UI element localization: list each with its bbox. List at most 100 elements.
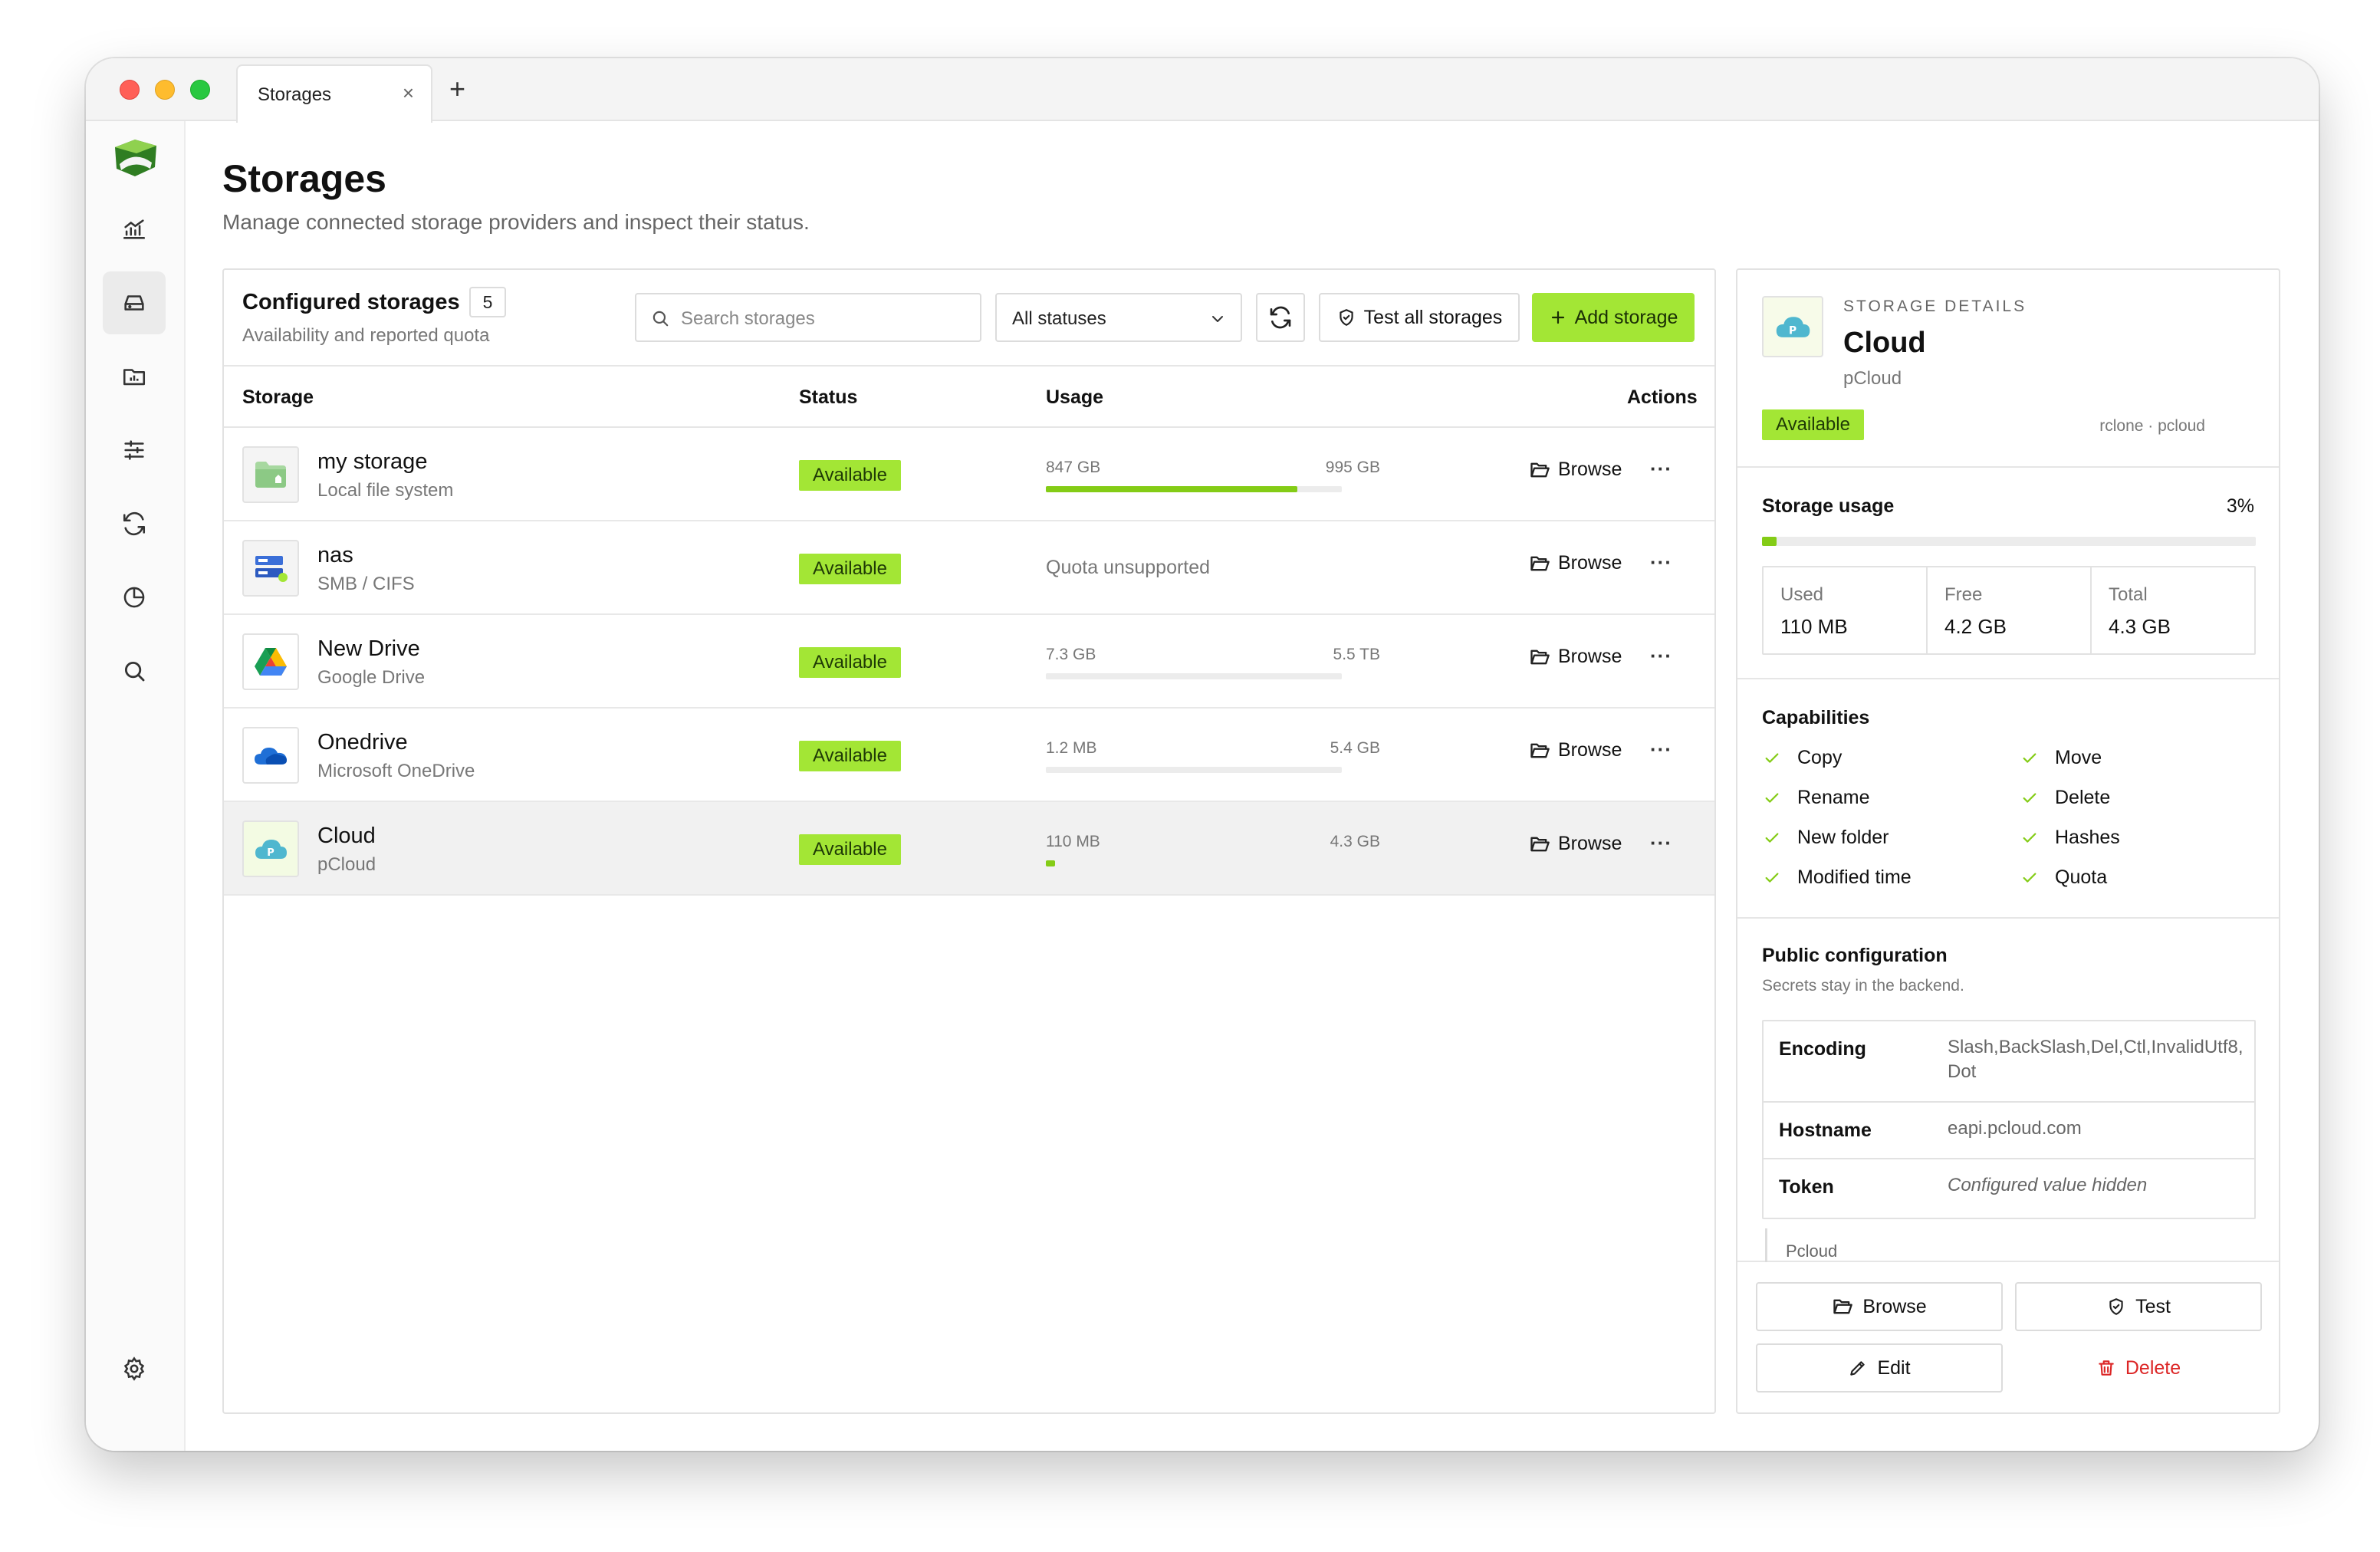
nav-storages[interactable] (103, 271, 166, 334)
usage-bar-fill (1046, 486, 1298, 492)
status-badge: Available (799, 647, 901, 678)
smb-server-icon (255, 556, 288, 582)
stat-value: 110 MB (1780, 615, 1848, 638)
table-row[interactable]: Onedrive Microsoft OneDrive Available 1.… (224, 709, 1714, 802)
storage-name[interactable]: Onedrive (317, 730, 408, 755)
more-actions-icon[interactable]: ··· (1650, 644, 1672, 667)
pie-chart-icon (123, 587, 145, 608)
check-icon (2023, 832, 2036, 843)
details-test-label: Test (2135, 1295, 2171, 1317)
trash-icon (2099, 1360, 2114, 1376)
column-storage: Storage (242, 386, 314, 408)
tab-close-icon[interactable]: × (402, 81, 414, 104)
details-storage-name: Cloud (1843, 327, 1926, 359)
nav-search[interactable] (103, 640, 166, 702)
browse-button[interactable]: Browse (1529, 459, 1622, 481)
nav-sync[interactable] (103, 492, 166, 555)
browse-button[interactable]: Browse (1529, 552, 1622, 574)
storage-icon-box (242, 727, 299, 784)
storage-type: Local file system (317, 480, 454, 501)
check-icon (1765, 872, 1779, 883)
test-all-storages-button[interactable]: Test all storages (1319, 293, 1520, 342)
close-window-button[interactable] (120, 80, 140, 100)
stat-value: 4.3 GB (2109, 615, 2171, 638)
storage-name[interactable]: nas (317, 543, 353, 567)
usage-used: 1.2 MB (1046, 739, 1097, 757)
capability-label: Move (2055, 747, 2102, 768)
status-filter-select[interactable]: All statuses (995, 293, 1242, 342)
stat-free: Free 4.2 GB (1928, 567, 2092, 653)
nav-activity[interactable] (103, 198, 166, 261)
browse-button[interactable]: Browse (1529, 646, 1622, 668)
browse-button[interactable]: Browse (1529, 833, 1622, 855)
new-tab-button[interactable]: + (449, 73, 466, 104)
folder-open-icon (1530, 462, 1550, 477)
more-actions-icon[interactable]: ··· (1650, 551, 1672, 574)
table-row[interactable]: nas SMB / CIFS Available Quota unsupport… (224, 521, 1714, 615)
pcloud-icon: P (255, 840, 287, 859)
app-window: Storages × + (86, 58, 2319, 1451)
table-row-selected[interactable]: P Cloud pCloud Available 110 MB 4.3 GB B… (224, 802, 1714, 896)
capability-label: Delete (2055, 787, 2111, 808)
storage-name[interactable]: my storage (317, 449, 428, 474)
usage-total: 995 GB (1325, 459, 1380, 476)
config-value: Configured value hidden (1948, 1175, 2148, 1195)
usage-used: 110 MB (1046, 833, 1100, 850)
svg-text:P: P (267, 847, 274, 859)
test-all-label: Test all storages (1363, 306, 1503, 328)
more-actions-icon[interactable]: ··· (1650, 831, 1672, 854)
sliders-icon (124, 440, 144, 460)
browse-button[interactable]: Browse (1529, 739, 1622, 761)
details-browse-button[interactable]: Browse (1756, 1282, 2003, 1331)
config-row: Encoding Slash,BackSlash,Del,Ctl,Invalid… (1764, 1021, 2254, 1103)
local-folder-icon (255, 462, 286, 488)
svg-text:P: P (1789, 325, 1797, 337)
storage-name[interactable]: New Drive (317, 636, 420, 661)
storage-name[interactable]: Cloud (317, 824, 376, 848)
more-actions-icon[interactable]: ··· (1650, 457, 1672, 480)
usage-bar (1046, 767, 1342, 773)
check-icon (1765, 792, 1779, 803)
usage-bar (1046, 860, 1342, 866)
usage-bar (1046, 673, 1342, 679)
folder-open-icon (1530, 649, 1550, 664)
nav-settings[interactable] (103, 1337, 166, 1400)
browse-label: Browse (1558, 739, 1622, 761)
folder-open-icon (1530, 556, 1550, 570)
config-subtitle: Secrets stay in the backend. (1762, 977, 1964, 995)
tab-storages[interactable]: Storages × (236, 64, 432, 123)
capability-label: Hashes (2055, 827, 2120, 848)
details-delete-button[interactable]: Delete (2015, 1343, 2262, 1393)
details-edit-button[interactable]: Edit (1756, 1343, 2003, 1393)
stat-used: Used 110 MB (1764, 567, 1928, 653)
app-logo[interactable] (112, 136, 159, 183)
sidebar (86, 121, 186, 1451)
sync-icon (123, 511, 146, 536)
table-row[interactable]: my storage Local file system Available 8… (224, 428, 1714, 521)
maximize-window-button[interactable] (190, 80, 210, 100)
config-key: Token (1779, 1176, 1834, 1198)
table-row[interactable]: New Drive Google Drive Available 7.3 GB … (224, 615, 1714, 709)
more-actions-icon[interactable]: ··· (1650, 738, 1672, 761)
capability-item: Hashes (2021, 827, 2120, 849)
search-icon (653, 311, 669, 327)
add-storage-button[interactable]: Add storage (1532, 293, 1695, 342)
nav-settings-sliders[interactable] (103, 419, 166, 482)
config-row: Hostname eapi.pcloud.com (1764, 1103, 2254, 1159)
details-test-button[interactable]: Test (2015, 1282, 2262, 1331)
usage-total: 5.5 TB (1333, 646, 1380, 663)
browse-label: Browse (1558, 646, 1622, 667)
config-row: Token Configured value hidden (1764, 1159, 2254, 1218)
capability-item: Rename (1764, 787, 1870, 809)
nav-files[interactable] (103, 345, 166, 408)
usage-used: 7.3 GB (1046, 646, 1096, 663)
capability-label: Rename (1797, 787, 1870, 808)
minimize-window-button[interactable] (155, 80, 175, 100)
nav-reports[interactable] (103, 566, 166, 629)
tab-title: Storages (258, 84, 332, 105)
search-input[interactable]: Search storages (635, 293, 981, 342)
add-storage-label: Add storage (1574, 306, 1678, 328)
folder-chart-icon (123, 369, 146, 386)
refresh-button[interactable] (1256, 293, 1305, 342)
details-backend-meta: rclone · pcloud (2099, 417, 2205, 435)
